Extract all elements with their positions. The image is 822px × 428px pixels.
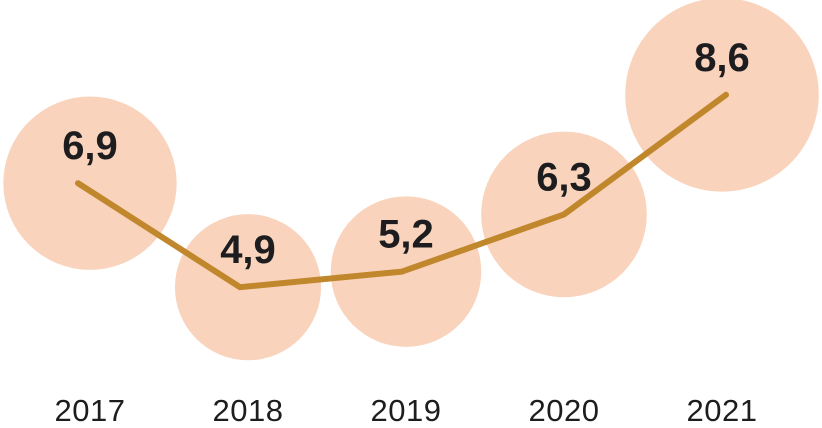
x-axis-label-2017: 2017 bbox=[55, 393, 126, 428]
x-axis-label-2019: 2019 bbox=[371, 393, 442, 428]
trend-line bbox=[75, 91, 729, 291]
x-axis-label-2020: 2020 bbox=[529, 393, 600, 428]
x-axis-label-2018: 2018 bbox=[213, 393, 284, 428]
value-label-2017: 6,9 bbox=[62, 124, 118, 168]
value-label-2018: 4,9 bbox=[220, 228, 276, 272]
bubble-2017 bbox=[3, 96, 177, 270]
value-label-2019: 5,2 bbox=[378, 213, 434, 257]
value-label-2020: 6,3 bbox=[536, 155, 592, 199]
x-axis-label-2021: 2021 bbox=[687, 393, 758, 428]
value-label-2021: 8,6 bbox=[694, 36, 750, 80]
